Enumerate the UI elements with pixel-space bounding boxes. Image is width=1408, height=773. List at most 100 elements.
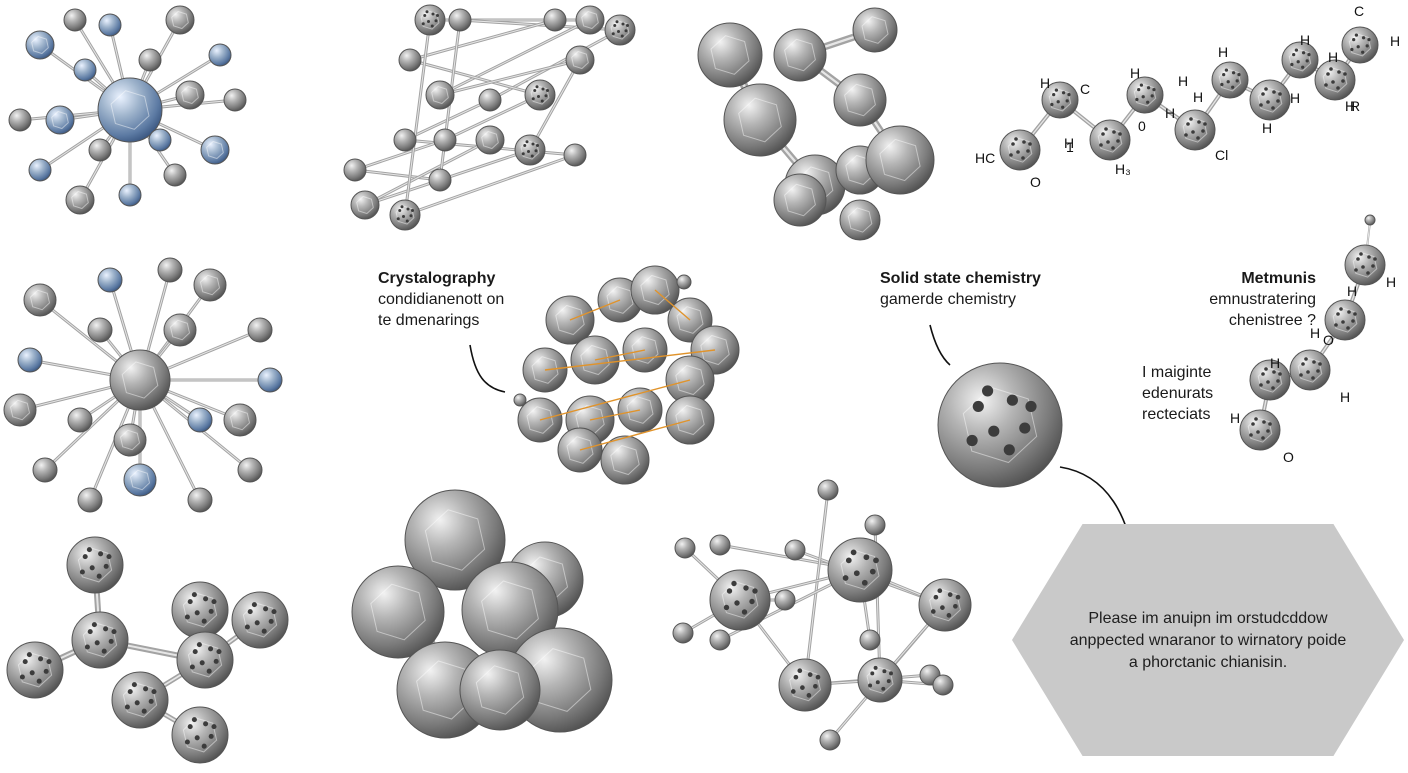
cage-pore	[1316, 369, 1320, 373]
bond-highlight	[439, 59, 581, 96]
atom	[118, 183, 142, 207]
atom	[817, 479, 839, 501]
atom-facet	[370, 583, 426, 641]
cage-pore	[1106, 140, 1110, 144]
atom	[478, 88, 502, 112]
cage-pore	[1352, 37, 1356, 42]
cage-pore	[988, 425, 1000, 437]
cage-pore	[1354, 268, 1358, 272]
atom-facet	[879, 138, 921, 182]
cage-pore	[151, 689, 157, 695]
cage-pore	[1061, 91, 1066, 95]
cage-pore	[1367, 255, 1371, 259]
cage-pore	[409, 214, 413, 218]
cage-pore	[1326, 72, 1330, 76]
atom-label: C	[1354, 3, 1364, 19]
cage-pore	[1016, 150, 1020, 154]
atom-facet	[424, 509, 486, 571]
cage-pore	[972, 400, 984, 412]
atom-facet	[1218, 68, 1242, 92]
cage-pore	[1301, 362, 1305, 366]
cage-pore	[206, 668, 212, 674]
atom	[425, 80, 455, 110]
cage-pore	[405, 219, 409, 223]
atom	[109, 349, 171, 411]
cage-pore	[421, 22, 425, 26]
cage-pore	[793, 674, 799, 680]
atom	[827, 537, 893, 603]
cage-pore	[89, 565, 95, 571]
callout-line: emnustratering	[1209, 291, 1316, 308]
cage-pore	[1341, 320, 1345, 324]
bond-highlight	[439, 19, 591, 96]
cage-pore	[533, 89, 537, 92]
callout-line: edenurats	[1142, 385, 1214, 402]
cage-pore	[842, 575, 849, 581]
atom	[1364, 214, 1376, 226]
cage-pore	[1118, 132, 1122, 136]
atom	[32, 457, 58, 483]
atom-facet	[1352, 252, 1378, 278]
atom-facet	[169, 319, 191, 341]
atom	[932, 674, 954, 696]
atom-label: H	[1390, 33, 1400, 49]
atom	[163, 313, 197, 347]
atom	[28, 158, 52, 182]
atom	[864, 514, 886, 536]
cage-pore	[1231, 85, 1235, 89]
atom-facet	[420, 10, 440, 30]
atom	[73, 58, 97, 82]
atom	[575, 5, 605, 35]
atom	[63, 8, 87, 32]
atom-facet	[738, 97, 782, 143]
cage-pore	[1203, 122, 1207, 126]
cage-pore	[527, 150, 530, 153]
atom-label: H	[1218, 44, 1228, 60]
atom	[163, 163, 187, 187]
cage-pore	[87, 629, 93, 635]
atom-facet	[181, 85, 199, 105]
cage-pore	[247, 609, 253, 615]
callout-line: te dmenarings	[378, 312, 480, 329]
cage-pore	[1026, 149, 1030, 153]
callout-line: condidianenott on	[378, 291, 505, 308]
cage-pore	[1152, 87, 1156, 92]
atom-facet	[721, 581, 759, 619]
leader-line-solid-state	[929, 324, 951, 366]
cage-pore	[966, 434, 978, 447]
cage-pore	[734, 600, 740, 606]
cage-pore	[525, 140, 529, 144]
cage-pore	[1186, 122, 1190, 126]
atom-label: H	[1165, 105, 1175, 121]
atom	[674, 537, 696, 559]
atom	[859, 629, 881, 651]
cage-pore	[127, 689, 133, 695]
atom	[1239, 409, 1281, 451]
atom	[1249, 79, 1291, 121]
atom-facet	[122, 682, 158, 718]
atom	[1041, 81, 1079, 119]
cage-pore	[1067, 92, 1071, 97]
cage-pore	[940, 605, 945, 610]
cage-pore	[1336, 312, 1340, 316]
cage-pore	[211, 724, 217, 730]
atom	[1249, 359, 1291, 401]
atom-label: H	[1193, 89, 1203, 105]
atom-facet	[1257, 367, 1283, 393]
atom	[3, 393, 37, 427]
atom	[17, 347, 43, 373]
atom-facet	[51, 110, 69, 130]
cage-pore	[1336, 86, 1340, 90]
cage-pore	[148, 698, 154, 704]
atom	[865, 125, 935, 195]
cage-pore	[1135, 97, 1139, 102]
cage-pore	[406, 207, 410, 211]
cage-pore	[1354, 33, 1359, 37]
atom-label: H	[1178, 73, 1188, 89]
cage-pore	[800, 685, 805, 690]
cage-pore	[187, 599, 193, 605]
cage-pore	[873, 557, 879, 564]
cage-pore	[741, 609, 748, 615]
cage-pore	[1061, 105, 1065, 109]
